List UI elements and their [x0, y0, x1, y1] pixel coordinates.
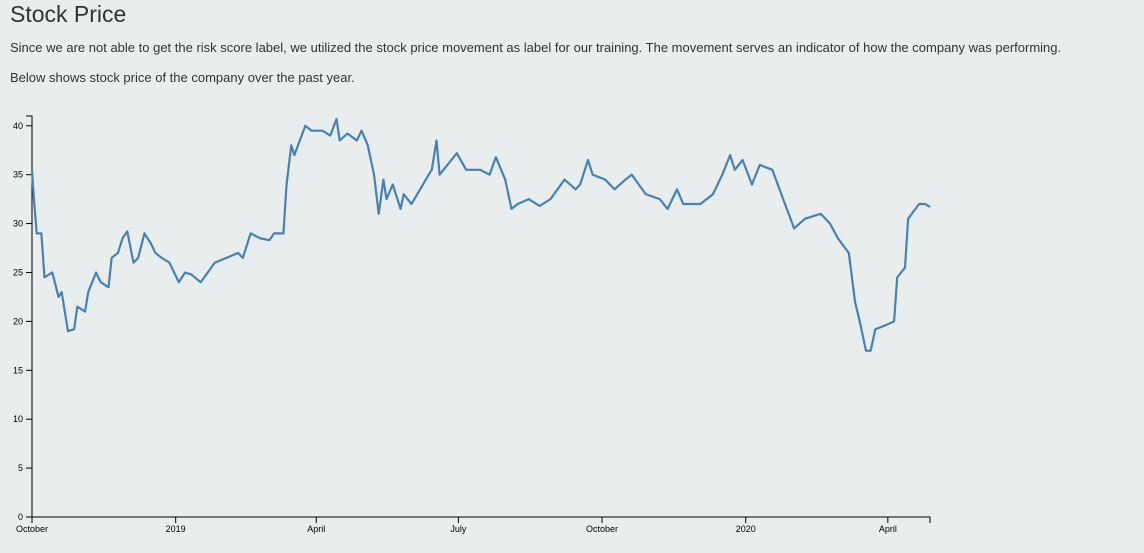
x-tick-label: October: [16, 524, 48, 534]
page-title: Stock Price: [10, 1, 127, 27]
y-tick-label: 20: [13, 316, 23, 326]
description: Below shows stock price of the company o…: [10, 70, 355, 85]
description: Since we are not able to get the risk sc…: [10, 40, 1062, 55]
x-tick-label: April: [307, 524, 325, 534]
y-tick-label: 5: [18, 463, 23, 473]
x-tick-label: July: [450, 524, 467, 534]
y-tick-label: 25: [13, 267, 23, 277]
x-tick-label: April: [879, 524, 897, 534]
y-tick-label: 40: [13, 121, 23, 131]
price-line: [30, 117, 931, 352]
y-tick-label: 0: [18, 512, 23, 522]
y-tick-label: 10: [13, 414, 23, 424]
x-tick-label: October: [586, 524, 618, 534]
y-tick-label: 30: [13, 219, 23, 229]
x-tick-label: 2020: [736, 524, 756, 534]
x-tick-label: 2019: [166, 524, 186, 534]
y-tick-label: 15: [13, 365, 23, 375]
x-axis: [31, 516, 931, 523]
y-axis: [26, 115, 33, 518]
y-tick-label: 35: [13, 170, 23, 180]
